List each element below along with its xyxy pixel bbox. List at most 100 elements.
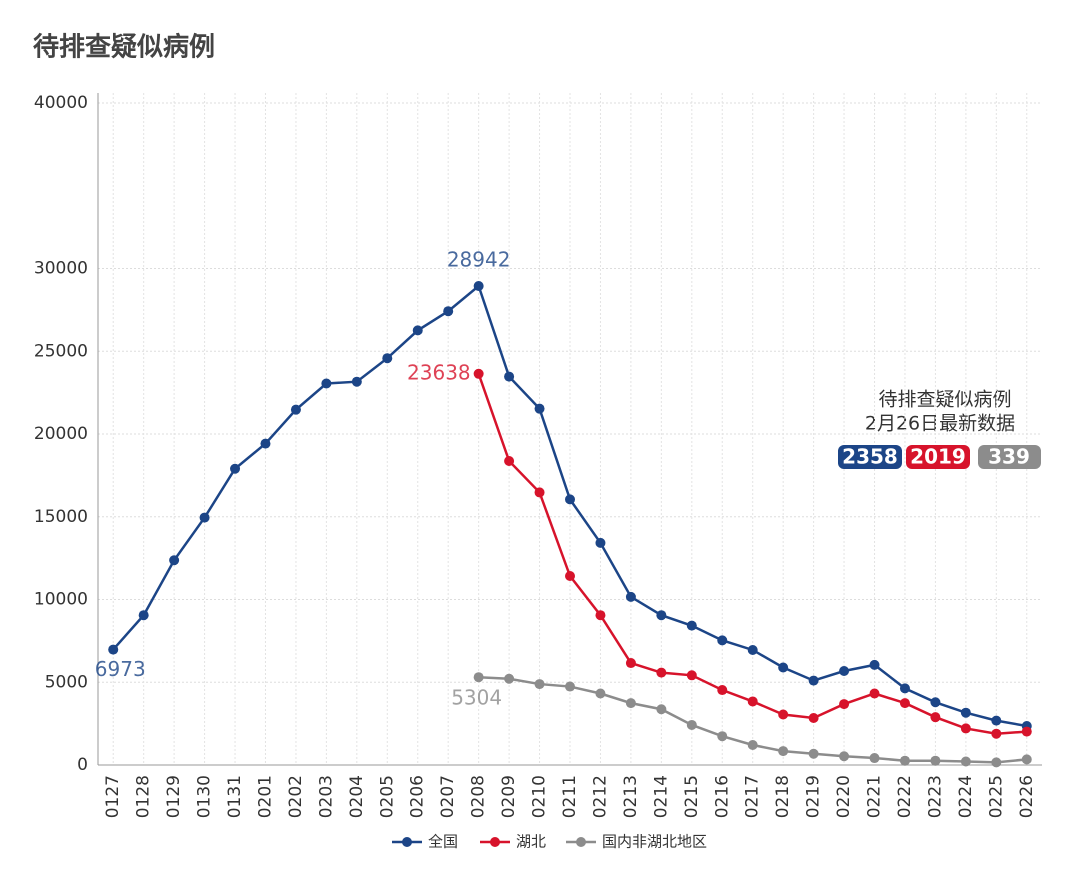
data-point — [869, 753, 880, 764]
x-tick-label: 0204 — [347, 775, 367, 818]
badge — [906, 445, 970, 469]
data-point — [960, 723, 971, 734]
data-label: 6973 — [95, 657, 146, 681]
data-point — [899, 698, 910, 709]
data-point — [504, 371, 515, 382]
data-point — [595, 688, 606, 699]
legend-label: 湖北 — [516, 833, 546, 851]
x-tick-label: 0209 — [499, 775, 519, 818]
data-point — [808, 712, 819, 723]
legend-marker — [402, 837, 412, 847]
data-point — [808, 748, 819, 759]
x-tick-label: 0224 — [956, 775, 976, 818]
data-point — [230, 463, 241, 474]
data-point — [412, 325, 423, 336]
badge — [838, 445, 902, 469]
x-tick-label: 0215 — [682, 775, 702, 818]
y-tick-label: 5000 — [45, 672, 88, 692]
x-tick-label: 0130 — [195, 775, 215, 818]
data-point — [199, 512, 210, 523]
data-point — [899, 755, 910, 766]
data-point — [930, 755, 941, 766]
x-tick-label: 0220 — [834, 775, 854, 818]
data-point — [778, 746, 789, 757]
y-tick-label: 30000 — [34, 259, 88, 279]
x-tick-label: 0210 — [530, 775, 550, 818]
x-tick-label: 0211 — [560, 775, 580, 818]
x-tick-label: 0218 — [773, 775, 793, 818]
data-point — [595, 610, 606, 621]
x-tick-label: 0223 — [925, 775, 945, 818]
x-tick-label: 0128 — [134, 775, 154, 818]
x-tick-label: 0129 — [164, 775, 184, 818]
x-tick-label: 0222 — [895, 775, 915, 818]
data-point — [565, 494, 575, 505]
data-point — [717, 685, 728, 696]
legend-label: 国内非湖北地区 — [602, 833, 707, 851]
data-point — [504, 455, 515, 466]
data-point — [565, 570, 575, 581]
data-point — [686, 670, 697, 681]
data-point — [869, 659, 880, 670]
data-point — [869, 688, 880, 699]
x-tick-label: 0214 — [651, 775, 671, 818]
box-title: 待排查疑似病例 — [878, 389, 1011, 411]
data-point — [534, 487, 545, 498]
x-tick-label: 0217 — [743, 775, 763, 818]
data-point — [1021, 726, 1032, 737]
data-point — [991, 728, 1002, 739]
y-tick-label: 10000 — [34, 590, 88, 610]
data-point — [656, 610, 667, 621]
data-point — [747, 696, 758, 707]
data-point — [169, 555, 180, 566]
data-point — [686, 620, 697, 631]
data-point — [656, 667, 667, 678]
y-tick-label: 25000 — [34, 341, 88, 361]
x-tick-label: 0207 — [438, 775, 458, 818]
data-point — [747, 644, 758, 655]
data-point — [504, 673, 515, 684]
x-tick-label: 0219 — [804, 775, 824, 818]
data-point — [960, 707, 971, 718]
x-tick-label: 0131 — [225, 775, 245, 818]
y-tick-label: 40000 — [34, 93, 88, 113]
data-point — [382, 353, 393, 364]
data-point — [930, 712, 941, 723]
data-point — [686, 719, 697, 730]
data-point — [778, 662, 789, 673]
data-point — [534, 403, 545, 414]
legend-label: 全国 — [428, 833, 458, 851]
data-point — [747, 739, 758, 750]
data-point — [960, 756, 971, 767]
data-point — [138, 610, 149, 621]
data-point — [534, 679, 545, 690]
x-tick-label: 0213 — [621, 775, 641, 818]
data-point — [473, 281, 484, 292]
x-tick-label: 0208 — [469, 775, 489, 818]
x-tick-label: 0226 — [1017, 775, 1037, 818]
y-tick-label: 15000 — [34, 507, 88, 527]
data-point — [108, 644, 119, 655]
data-point — [595, 537, 606, 548]
data-point — [717, 731, 728, 742]
y-tick-label: 0 — [77, 755, 88, 775]
x-tick-label: 0221 — [865, 775, 885, 818]
data-point — [351, 376, 362, 387]
box-subtitle: 2月26日最新数据 — [865, 413, 1015, 435]
x-tick-label: 0127 — [103, 775, 123, 818]
data-point — [565, 681, 575, 692]
badge — [978, 445, 1041, 469]
x-tick-label: 0225 — [986, 775, 1006, 818]
data-point — [625, 698, 636, 709]
badge-value: 2358 — [842, 445, 898, 469]
data-point — [625, 591, 636, 602]
data-point — [443, 306, 454, 317]
data-label: 28942 — [447, 248, 511, 272]
data-point — [930, 697, 941, 708]
legend-marker — [576, 837, 586, 847]
data-label: 5304 — [451, 686, 502, 710]
x-tick-label: 0203 — [316, 775, 336, 818]
x-tick-label: 0216 — [712, 775, 732, 818]
data-point — [321, 378, 332, 389]
